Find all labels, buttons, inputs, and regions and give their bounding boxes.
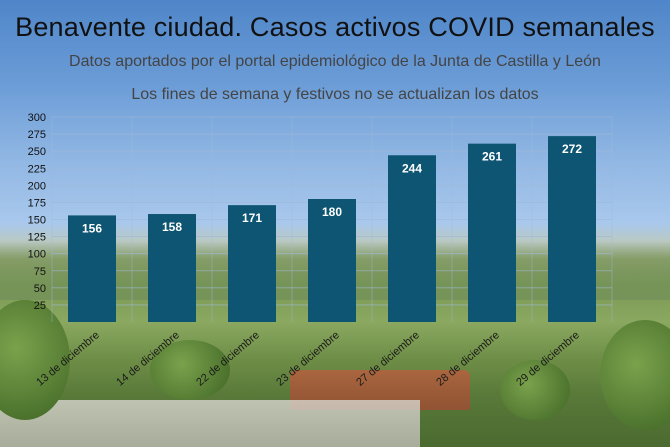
bar xyxy=(68,215,116,322)
bar xyxy=(548,136,596,322)
y-tick-label: 250 xyxy=(28,146,46,158)
bar-value-label: 171 xyxy=(242,211,262,225)
y-tick-label: 100 xyxy=(28,249,46,261)
x-tick-label: 22 de diciembre xyxy=(194,329,262,389)
y-tick-label: 25 xyxy=(34,300,46,312)
x-tick-label: 13 de diciembre xyxy=(34,329,102,389)
bar-value-label: 244 xyxy=(402,161,422,175)
y-tick-label: 200 xyxy=(28,180,46,192)
y-tick-label: 275 xyxy=(28,129,46,141)
bar xyxy=(308,199,356,322)
y-tick-label: 125 xyxy=(28,232,46,244)
bar xyxy=(388,155,436,322)
bar-value-label: 261 xyxy=(482,150,502,164)
bar-value-label: 180 xyxy=(322,205,342,219)
background-path xyxy=(0,400,420,447)
background-tree xyxy=(600,320,670,430)
chart-title: Benavente ciudad. Casos activos COVID se… xyxy=(15,12,655,42)
bar-value-label: 158 xyxy=(162,220,182,234)
y-tick-label: 75 xyxy=(34,266,46,278)
bar xyxy=(228,205,276,322)
bar-value-label: 272 xyxy=(562,142,582,156)
x-tick-label: 29 de diciembre xyxy=(514,329,582,389)
background-tree xyxy=(0,300,70,420)
y-tick-label: 175 xyxy=(28,197,46,209)
x-tick-label: 28 de diciembre xyxy=(434,329,502,389)
bar xyxy=(468,143,516,322)
chart-subtitle: Datos aportados por el portal epidemioló… xyxy=(69,53,601,70)
y-tick-label: 150 xyxy=(28,215,46,227)
bar-value-label: 156 xyxy=(82,221,102,235)
background-tree xyxy=(500,360,570,420)
x-tick-label: 14 de diciembre xyxy=(114,329,182,389)
y-tick-label: 50 xyxy=(34,283,46,295)
y-tick-label: 225 xyxy=(28,163,46,175)
y-tick-label: 300 xyxy=(28,112,46,124)
x-tick-label: 23 de diciembre xyxy=(274,329,342,389)
bar xyxy=(148,214,196,322)
x-tick-label: 27 de diciembre xyxy=(354,329,422,389)
background-tree xyxy=(150,340,230,400)
chart-note: Los fines de semana y festivos no se act… xyxy=(131,86,539,103)
